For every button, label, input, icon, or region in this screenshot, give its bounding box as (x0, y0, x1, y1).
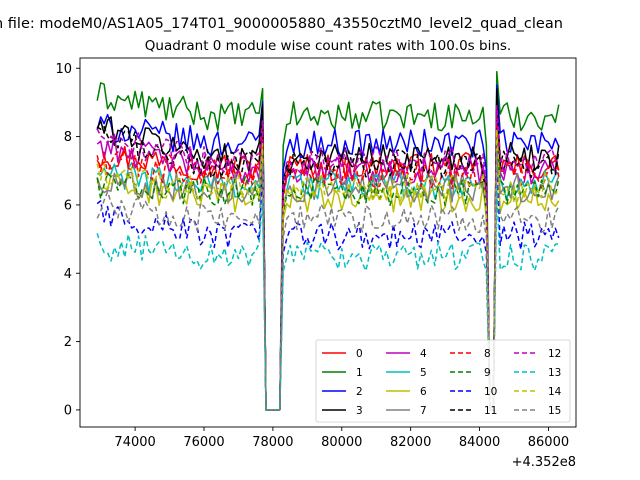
x-tick-label: 78000 (252, 435, 293, 450)
legend-label-15: 15 (548, 405, 561, 417)
series-line-10 (96, 156, 560, 411)
series-line-14 (96, 129, 560, 411)
y-tick-label: 0 (64, 403, 72, 418)
legend-label-9: 9 (484, 367, 491, 379)
y-tick-label: 10 (55, 62, 72, 77)
series-line-12 (96, 105, 560, 411)
x-tick-label: 84000 (459, 435, 500, 450)
legend-label-13: 13 (548, 367, 561, 379)
legend-label-14: 14 (548, 386, 562, 398)
legend-label-2: 2 (356, 386, 363, 398)
legend-label-7: 7 (420, 405, 427, 417)
series-layer (96, 70, 560, 411)
y-axis: 0 2 4 6 8 10 (55, 62, 80, 418)
suptitle: n file: modeM0/AS1A05_174T01_9000005880_… (0, 16, 563, 32)
series-line-7 (96, 132, 560, 411)
x-tick-label: 82000 (390, 435, 431, 450)
series-line-1 (96, 70, 560, 411)
chart-title: Quadrant 0 module wise count rates with … (145, 38, 511, 54)
x-tick-label: 76000 (183, 435, 224, 450)
legend-label-11: 11 (484, 405, 497, 417)
axes-frame (79, 57, 577, 428)
y-tick-label: 4 (64, 267, 72, 282)
legend-label-3: 3 (356, 405, 363, 417)
legend-frame (315, 339, 571, 423)
x-tick-label: 74000 (114, 435, 155, 450)
y-tick-label: 2 (64, 335, 72, 350)
series-line-6 (96, 135, 560, 411)
y-tick-label: 8 (64, 130, 72, 145)
series-line-13 (96, 187, 559, 411)
legend-label-4: 4 (420, 348, 427, 360)
legend-label-10: 10 (484, 386, 497, 398)
x-tick-label: 80000 (321, 435, 362, 450)
legend-label-1: 1 (356, 367, 363, 379)
y-tick-label: 6 (64, 198, 72, 213)
x-offset-label: +4.352e8 (512, 455, 576, 470)
series-line-9 (96, 135, 560, 411)
x-axis: 74000 76000 78000 80000 82000 84000 86000 (114, 427, 569, 450)
legend-label-5: 5 (420, 367, 427, 379)
x-tick-label: 86000 (528, 435, 569, 450)
legend-label-12: 12 (548, 348, 561, 360)
legend-label-0: 0 (356, 348, 363, 360)
legend-label-6: 6 (420, 386, 427, 398)
legend-label-8: 8 (484, 348, 491, 360)
